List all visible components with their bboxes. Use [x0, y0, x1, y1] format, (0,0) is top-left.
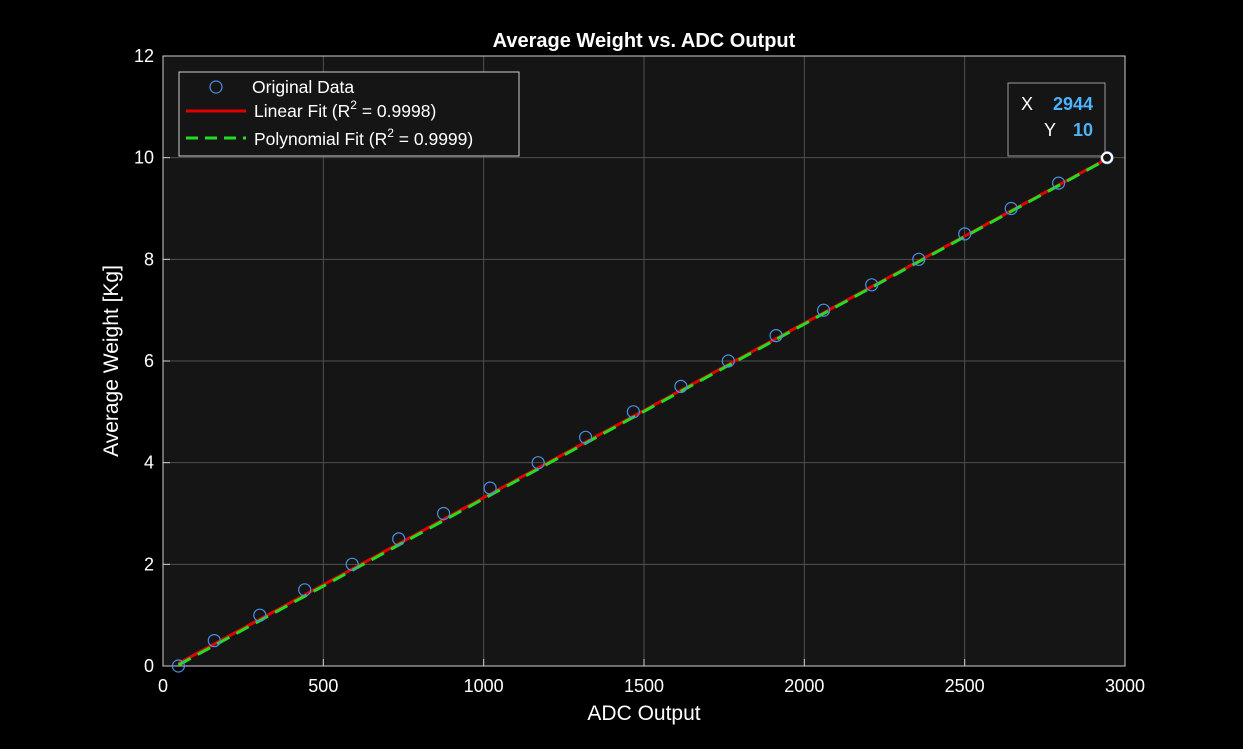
data-point[interactable] [674, 379, 688, 393]
y-tick-label: 6 [144, 351, 154, 371]
legend-label-linear-fit: Linear Fit (R2 = 0.9998) [254, 98, 436, 121]
y-tick-label: 8 [144, 249, 154, 269]
data-point[interactable] [392, 532, 406, 546]
data-point[interactable] [578, 430, 593, 444]
x-axis-label: ADC Output [587, 702, 700, 725]
x-tick-label: 1500 [624, 676, 664, 696]
data-point[interactable] [816, 303, 831, 317]
x-tick-label: 2000 [784, 676, 824, 696]
datatip-marker[interactable] [1100, 151, 1114, 164]
data-point[interactable] [437, 506, 451, 521]
data-point[interactable] [1051, 176, 1066, 190]
legend-label-original-data: Original Data [252, 77, 354, 97]
series-polynomial-fit-line[interactable] [177, 157, 1108, 667]
data-point[interactable] [207, 633, 221, 648]
data-point[interactable] [531, 456, 545, 470]
x-tick-label: 500 [308, 676, 338, 696]
datatip-marker-layer [1100, 151, 1114, 164]
grid [163, 56, 1125, 666]
x-tick-label: 3000 [1105, 676, 1145, 696]
datatip[interactable]: X 2944 Y 10 [1007, 82, 1106, 157]
y-tick-label: 10 [134, 148, 154, 168]
x-axis-ticks: 0 500 1000 1500 2000 2500 3000 [158, 659, 1145, 696]
data-point[interactable] [958, 227, 972, 241]
x-tick-label: 1000 [464, 676, 504, 696]
data-point[interactable] [865, 278, 879, 292]
y-tick-label: 0 [144, 656, 154, 676]
legend-box [178, 71, 520, 157]
data-point[interactable] [171, 659, 185, 673]
datatip-y-value: 10 [1073, 120, 1093, 140]
data-point[interactable] [912, 252, 926, 266]
y-axis-ticks: 0 2 4 6 8 10 12 [134, 46, 170, 676]
datatip-x-label: X [1021, 94, 1033, 114]
datatip-box [1007, 82, 1106, 157]
data-point[interactable] [483, 481, 497, 495]
y-tick-label: 2 [144, 554, 154, 574]
legend[interactable]: Original Data Linear Fit (R2 = 0.9998) P… [178, 71, 520, 157]
y-tick-label: 12 [134, 46, 154, 66]
y-axis-label: Average Weight [Kg] [100, 265, 123, 457]
datatip-x-value: 2944 [1053, 94, 1093, 114]
data-point[interactable] [298, 583, 312, 597]
data-point[interactable] [253, 608, 267, 622]
x-tick-label: 2500 [945, 676, 985, 696]
data-point[interactable] [345, 557, 359, 571]
legend-marker-original-data [209, 80, 223, 94]
legend-label-polynomial-fit: Polynomial Fit (R2 = 0.9999) [254, 126, 473, 149]
datatip-y-label: Y [1044, 120, 1056, 140]
y-tick-label: 4 [144, 453, 154, 473]
series-layer [171, 151, 1114, 673]
x-tick-label: 0 [158, 676, 168, 696]
data-point[interactable] [721, 354, 735, 368]
chart-title: Average Weight vs. ADC Output [493, 30, 796, 52]
data-point[interactable] [626, 405, 641, 419]
data-point[interactable] [769, 329, 783, 343]
data-point[interactable] [1004, 201, 1018, 216]
